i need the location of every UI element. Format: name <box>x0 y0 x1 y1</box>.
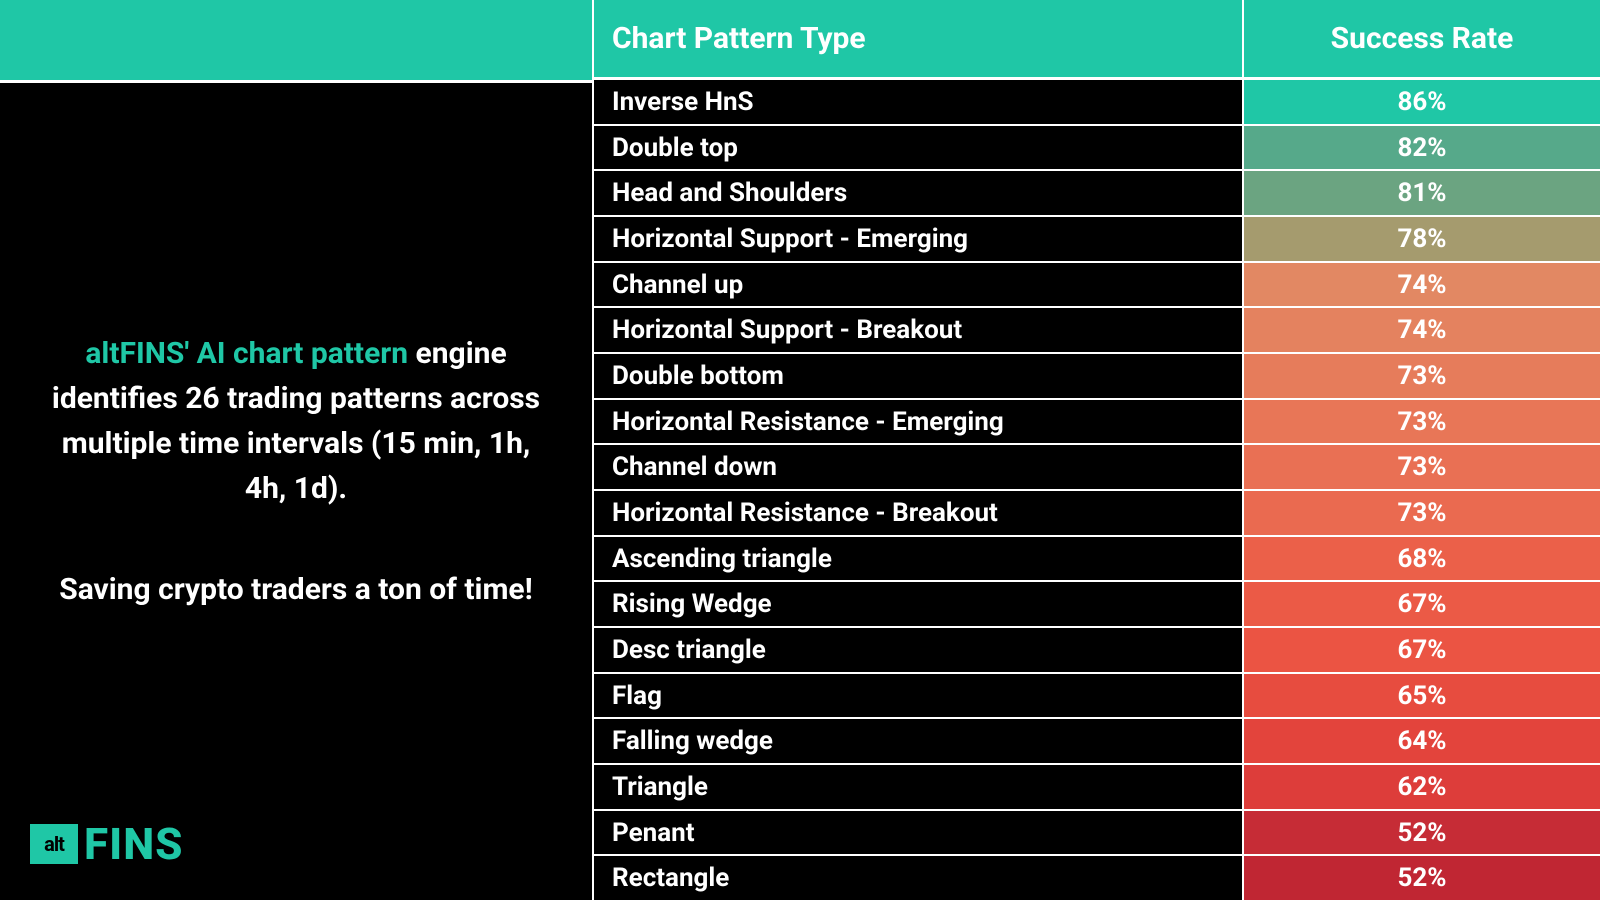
table-row: Horizontal Resistance - Breakout73% <box>592 491 1600 537</box>
pattern-cell: Horizontal Resistance - Breakout <box>592 491 1242 535</box>
table-body: Inverse HnS86%Double top82%Head and Shou… <box>592 80 1600 900</box>
col-header-rate: Success Rate <box>1242 0 1600 77</box>
rate-cell: 82% <box>1242 126 1600 170</box>
pattern-cell: Triangle <box>592 765 1242 809</box>
rate-cell: 73% <box>1242 491 1600 535</box>
pattern-cell: Ascending triangle <box>592 537 1242 581</box>
table-row: Horizontal Support - Breakout74% <box>592 308 1600 354</box>
rate-cell: 52% <box>1242 856 1600 900</box>
table-row: Ascending triangle68% <box>592 537 1600 583</box>
description-highlight: altFINS' AI chart pattern <box>85 336 408 371</box>
table-row: Double bottom73% <box>592 354 1600 400</box>
pattern-cell: Flag <box>592 674 1242 718</box>
table-row: Flag65% <box>592 674 1600 720</box>
table-header-row: Chart Pattern Type Success Rate <box>592 0 1600 80</box>
pattern-cell: Penant <box>592 811 1242 855</box>
table-row: Horizontal Resistance - Emerging73% <box>592 400 1600 446</box>
description-line-2: Saving crypto traders a ton of time! <box>40 567 552 612</box>
rate-cell: 78% <box>1242 217 1600 261</box>
pattern-cell: Horizontal Resistance - Emerging <box>592 400 1242 444</box>
table-row: Horizontal Support - Emerging78% <box>592 217 1600 263</box>
rate-cell: 81% <box>1242 171 1600 215</box>
table-row: Channel up74% <box>592 263 1600 309</box>
altfins-logo: alt FINS <box>30 818 183 870</box>
pattern-cell: Rectangle <box>592 856 1242 900</box>
pattern-cell: Head and Shoulders <box>592 171 1242 215</box>
pattern-cell: Channel up <box>592 263 1242 307</box>
rate-cell: 67% <box>1242 628 1600 672</box>
rate-cell: 68% <box>1242 537 1600 581</box>
pattern-cell: Horizontal Support - Breakout <box>592 308 1242 352</box>
rate-cell: 67% <box>1242 582 1600 626</box>
rate-cell: 65% <box>1242 674 1600 718</box>
pattern-cell: Double top <box>592 126 1242 170</box>
col-header-pattern: Chart Pattern Type <box>592 0 1242 77</box>
description-block: altFINS' AI chart pattern engine identif… <box>40 331 552 612</box>
pattern-cell: Rising Wedge <box>592 582 1242 626</box>
pattern-cell: Channel down <box>592 445 1242 489</box>
rate-cell: 74% <box>1242 263 1600 307</box>
description-line-1: altFINS' AI chart pattern engine identif… <box>40 331 552 511</box>
table-row: Falling wedge64% <box>592 719 1600 765</box>
rate-cell: 73% <box>1242 354 1600 398</box>
pattern-cell: Falling wedge <box>592 719 1242 763</box>
pattern-cell: Desc triangle <box>592 628 1242 672</box>
success-rate-table: Chart Pattern Type Success Rate Inverse … <box>592 0 1600 900</box>
rate-cell: 74% <box>1242 308 1600 352</box>
pattern-cell: Horizontal Support - Emerging <box>592 217 1242 261</box>
table-row: Desc triangle67% <box>592 628 1600 674</box>
rate-cell: 73% <box>1242 400 1600 444</box>
left-panel: altFINS' AI chart pattern engine identif… <box>0 83 592 900</box>
table-row: Double top82% <box>592 126 1600 172</box>
table-row: Channel down73% <box>592 445 1600 491</box>
rate-cell: 73% <box>1242 445 1600 489</box>
rate-cell: 52% <box>1242 811 1600 855</box>
table-row: Rising Wedge67% <box>592 582 1600 628</box>
pattern-cell: Inverse HnS <box>592 80 1242 124</box>
table-row: Triangle62% <box>592 765 1600 811</box>
rate-cell: 64% <box>1242 719 1600 763</box>
table-row: Rectangle52% <box>592 856 1600 900</box>
table-row: Head and Shoulders81% <box>592 171 1600 217</box>
logo-mark-icon: alt <box>30 824 78 864</box>
logo-text: FINS <box>84 818 183 870</box>
pattern-cell: Double bottom <box>592 354 1242 398</box>
table-row: Penant52% <box>592 811 1600 857</box>
table-row: Inverse HnS86% <box>592 80 1600 126</box>
rate-cell: 86% <box>1242 80 1600 124</box>
rate-cell: 62% <box>1242 765 1600 809</box>
